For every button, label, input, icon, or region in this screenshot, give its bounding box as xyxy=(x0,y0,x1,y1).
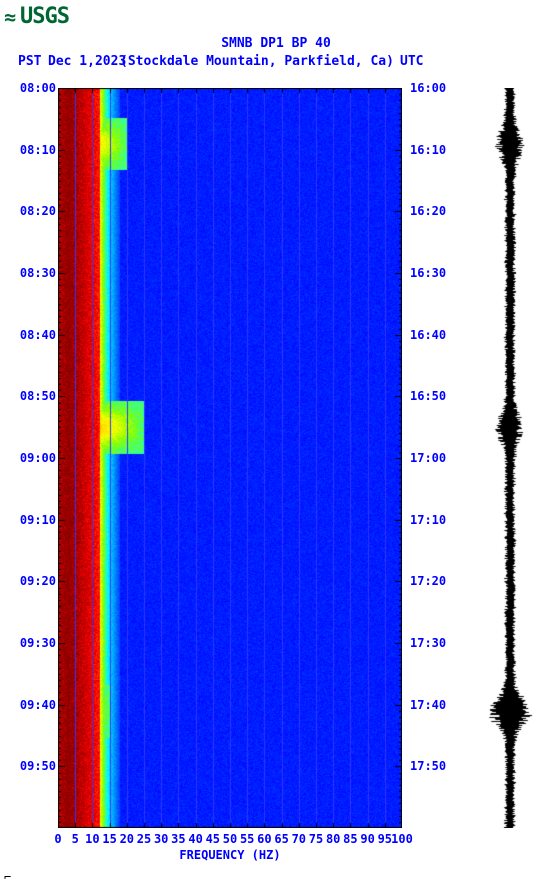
y-right-tick: 17:10 xyxy=(410,513,446,527)
chart-title: SMNB DP1 BP 40 xyxy=(0,36,552,51)
x-tick: 55 xyxy=(240,832,254,846)
x-tick: 35 xyxy=(171,832,185,846)
usgs-logo: ≈ USGS xyxy=(4,4,69,29)
y-axis-right: 16:0016:1016:2016:3016:4016:5017:0017:10… xyxy=(410,88,450,828)
y-left-tick: 08:20 xyxy=(20,204,56,218)
x-tick: 15 xyxy=(102,832,116,846)
x-tick: 90 xyxy=(360,832,374,846)
waveform-canvas xyxy=(480,88,540,828)
x-tick: 75 xyxy=(309,832,323,846)
waveform-panel xyxy=(480,88,540,828)
x-axis-title: FREQUENCY (HZ) xyxy=(58,848,402,862)
y-right-tick: 16:50 xyxy=(410,389,446,403)
y-left-tick: 09:50 xyxy=(20,759,56,773)
y-left-tick: 08:00 xyxy=(20,81,56,95)
y-left-tick: 09:00 xyxy=(20,451,56,465)
logo-text: USGS xyxy=(20,4,69,29)
location-label: (Stockdale Mountain, Parkfield, Ca) xyxy=(120,54,394,69)
tz-left: PST xyxy=(18,54,41,69)
y-axis-left: 08:0008:1008:2008:3008:4008:5009:0009:10… xyxy=(18,88,56,828)
y-right-tick: 16:40 xyxy=(410,328,446,342)
y-right-tick: 16:10 xyxy=(410,143,446,157)
spectrogram-canvas xyxy=(58,88,402,828)
y-right-tick: 17:50 xyxy=(410,759,446,773)
y-left-tick: 08:30 xyxy=(20,266,56,280)
x-tick: 5 xyxy=(72,832,79,846)
x-tick: 85 xyxy=(343,832,357,846)
x-tick: 20 xyxy=(120,832,134,846)
y-right-tick: 16:00 xyxy=(410,81,446,95)
corner-mark: ⌐ xyxy=(4,870,11,884)
y-right-tick: 17:40 xyxy=(410,698,446,712)
y-left-tick: 09:10 xyxy=(20,513,56,527)
x-tick: 10 xyxy=(85,832,99,846)
x-axis: 0510152025303540455055606570758085909510… xyxy=(58,828,402,848)
x-tick: 80 xyxy=(326,832,340,846)
y-left-tick: 09:40 xyxy=(20,698,56,712)
x-tick: 100 xyxy=(391,832,413,846)
y-right-tick: 16:20 xyxy=(410,204,446,218)
x-tick: 65 xyxy=(274,832,288,846)
wave-icon: ≈ xyxy=(4,5,16,29)
tz-right: UTC xyxy=(400,54,423,69)
y-left-tick: 09:30 xyxy=(20,636,56,650)
x-tick: 70 xyxy=(292,832,306,846)
x-tick: 95 xyxy=(378,832,392,846)
y-right-tick: 17:00 xyxy=(410,451,446,465)
y-left-tick: 08:40 xyxy=(20,328,56,342)
y-right-tick: 17:30 xyxy=(410,636,446,650)
x-tick: 50 xyxy=(223,832,237,846)
x-tick: 0 xyxy=(54,832,61,846)
y-right-tick: 17:20 xyxy=(410,574,446,588)
x-tick: 30 xyxy=(154,832,168,846)
y-left-tick: 08:50 xyxy=(20,389,56,403)
x-tick: 40 xyxy=(188,832,202,846)
date-label: Dec 1,2023 xyxy=(48,54,126,69)
spectrogram-plot xyxy=(58,88,402,828)
x-tick: 45 xyxy=(206,832,220,846)
x-tick: 25 xyxy=(137,832,151,846)
y-right-tick: 16:30 xyxy=(410,266,446,280)
y-left-tick: 09:20 xyxy=(20,574,56,588)
y-left-tick: 08:10 xyxy=(20,143,56,157)
x-tick: 60 xyxy=(257,832,271,846)
